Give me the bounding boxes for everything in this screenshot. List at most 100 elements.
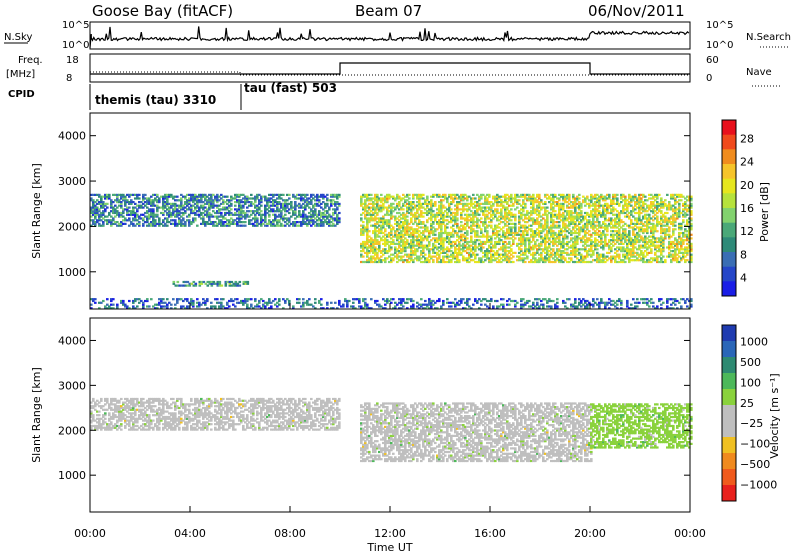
heatmap-cell — [556, 215, 559, 218]
heatmap-cell — [592, 221, 595, 224]
heatmap-cell — [564, 219, 567, 222]
heatmap-cell — [402, 230, 405, 233]
heatmap-cell — [552, 257, 555, 260]
heatmap-cell — [618, 239, 621, 242]
heatmap-cell — [606, 226, 609, 229]
heatmap-cell — [562, 222, 565, 225]
heatmap-cell — [488, 239, 491, 242]
heatmap-cell — [600, 260, 603, 264]
heatmap-cell — [360, 199, 363, 202]
heatmap-cell — [420, 235, 423, 238]
heatmap-cell — [628, 235, 631, 238]
heatmap-cell — [506, 224, 509, 227]
heatmap-cell — [478, 206, 481, 209]
heatmap-cell — [636, 257, 639, 260]
heatmap-cell — [384, 230, 387, 233]
heatmap-cell — [422, 193, 425, 196]
heatmap-cell — [366, 213, 369, 216]
heatmap-cell — [554, 259, 557, 262]
heatmap-cell — [644, 221, 647, 224]
heatmap-cell — [326, 202, 329, 205]
heatmap-cell — [664, 224, 667, 227]
heatmap-cell — [362, 250, 365, 253]
heatmap-cell — [428, 251, 431, 254]
heatmap-cell — [548, 195, 551, 198]
heatmap-cell — [440, 202, 443, 205]
heatmap-cell — [614, 193, 617, 196]
heatmap-cell — [188, 215, 191, 218]
heatmap-cell — [638, 240, 641, 244]
heatmap-cell — [466, 199, 469, 202]
heatmap-cell — [668, 244, 671, 247]
heatmap-cell — [456, 201, 459, 204]
heatmap-cell — [664, 204, 667, 207]
heatmap-cell — [372, 260, 375, 264]
heatmap-cell — [536, 199, 539, 202]
heatmap-cell — [424, 259, 427, 262]
heatmap-cell — [404, 240, 407, 244]
heatmap-cell — [492, 246, 495, 249]
heatmap-cell — [658, 193, 661, 196]
heatmap-cell — [502, 242, 505, 245]
heatmap-cell — [442, 231, 445, 235]
heatmap-cell — [424, 230, 427, 233]
heatmap-cell — [622, 199, 625, 202]
heatmap-cell — [196, 210, 199, 213]
heatmap-cell — [212, 201, 215, 204]
heatmap-cell — [224, 221, 227, 224]
heatmap-cell — [568, 253, 571, 256]
heatmap-cell — [398, 231, 401, 235]
heatmap-cell — [412, 250, 415, 253]
heatmap-cell — [576, 195, 579, 198]
heatmap-cell — [288, 219, 291, 222]
heatmap-cell — [616, 233, 619, 236]
heatmap-cell — [508, 219, 511, 222]
heatmap-cell — [178, 217, 181, 220]
heatmap-cell — [406, 226, 409, 229]
heatmap-cell — [182, 224, 185, 227]
heatmap-cell — [216, 284, 220, 287]
heatmap-cell — [366, 221, 369, 224]
heatmap-cell — [386, 211, 389, 215]
heatmap-cell — [306, 201, 309, 204]
heatmap-cell — [128, 210, 131, 213]
heatmap-cell — [652, 222, 655, 225]
heatmap-cell — [250, 204, 253, 207]
heatmap-cell — [668, 204, 671, 207]
heatmap-cell — [168, 221, 171, 224]
heatmap-cell — [314, 211, 317, 215]
heatmap-cell — [180, 208, 183, 211]
heatmap-cell — [540, 240, 543, 244]
heatmap-cell — [622, 193, 625, 196]
heatmap-cell — [266, 224, 269, 227]
heatmap-cell — [564, 215, 567, 218]
heatmap-cell — [146, 197, 149, 200]
heatmap-cell — [240, 193, 243, 196]
heatmap-cell — [610, 257, 613, 260]
heatmap-cell — [662, 201, 665, 204]
heatmap-cell — [618, 235, 621, 238]
heatmap-cell — [652, 204, 655, 207]
heatmap-cell — [538, 206, 541, 209]
heatmap-cell — [214, 221, 217, 224]
heatmap-cell — [492, 230, 495, 233]
heatmap-cell — [296, 224, 299, 227]
heatmap-cell — [444, 206, 447, 209]
heatmap-cell — [502, 206, 505, 209]
heatmap-cell — [548, 257, 551, 260]
heatmap-cell — [572, 226, 575, 229]
heatmap-cell — [580, 230, 583, 233]
heatmap-cell — [394, 199, 397, 202]
heatmap-cell — [380, 230, 383, 233]
heatmap-cell — [582, 259, 585, 262]
heatmap-cell — [284, 208, 287, 211]
heatmap-cell — [278, 221, 281, 224]
heatmap-cell — [448, 259, 451, 262]
heatmap-cell — [550, 206, 553, 209]
heatmap-cell — [406, 210, 409, 213]
heatmap-cell — [310, 193, 313, 196]
heatmap-cell — [668, 253, 671, 256]
heatmap-cell — [558, 197, 561, 200]
heatmap-cell — [598, 221, 601, 224]
heatmap-cell — [294, 195, 297, 198]
